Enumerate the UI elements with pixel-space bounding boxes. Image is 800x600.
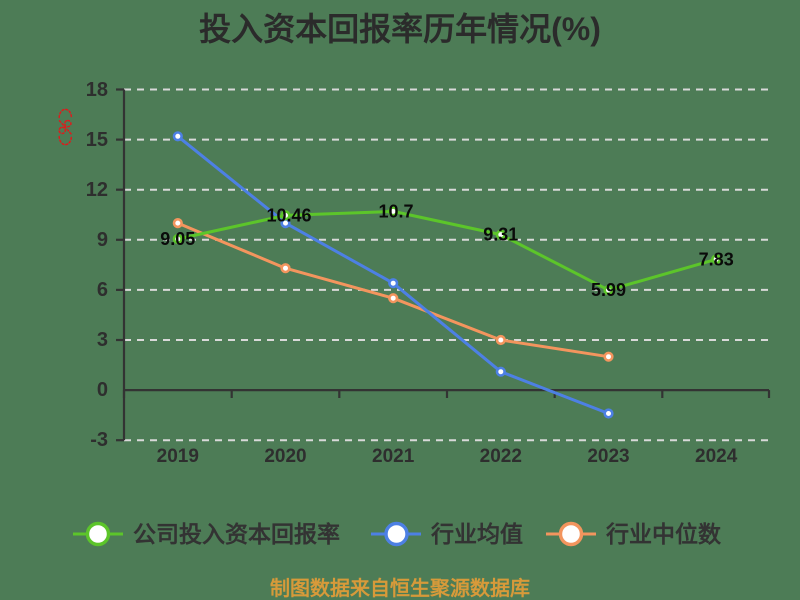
svg-text:6: 6 [97, 279, 108, 301]
svg-text:2022: 2022 [480, 446, 522, 467]
svg-text:2024: 2024 [695, 446, 738, 467]
svg-text:7.83: 7.83 [699, 249, 734, 269]
svg-text:15: 15 [86, 129, 108, 151]
svg-text:3: 3 [97, 329, 108, 351]
svg-text:0: 0 [97, 379, 108, 401]
svg-text:2021: 2021 [372, 446, 415, 467]
svg-text:18: 18 [86, 79, 108, 101]
svg-text:2023: 2023 [587, 446, 629, 467]
svg-text:-3: -3 [90, 429, 108, 451]
svg-text:2019: 2019 [157, 446, 199, 467]
svg-text:9: 9 [97, 229, 108, 251]
svg-text:5.99: 5.99 [591, 280, 626, 300]
svg-text:公司投入资本回报率: 公司投入资本回报率 [133, 521, 340, 547]
svg-text:12: 12 [86, 179, 108, 201]
svg-text:行业中位数: 行业中位数 [605, 521, 722, 547]
svg-text:9.05: 9.05 [160, 229, 195, 249]
svg-text:10.46: 10.46 [266, 205, 311, 225]
svg-text:行业均值: 行业均值 [430, 521, 523, 547]
svg-text:9.31: 9.31 [483, 225, 518, 245]
svg-text:10.7: 10.7 [378, 201, 413, 221]
svg-text:2020: 2020 [264, 446, 306, 467]
